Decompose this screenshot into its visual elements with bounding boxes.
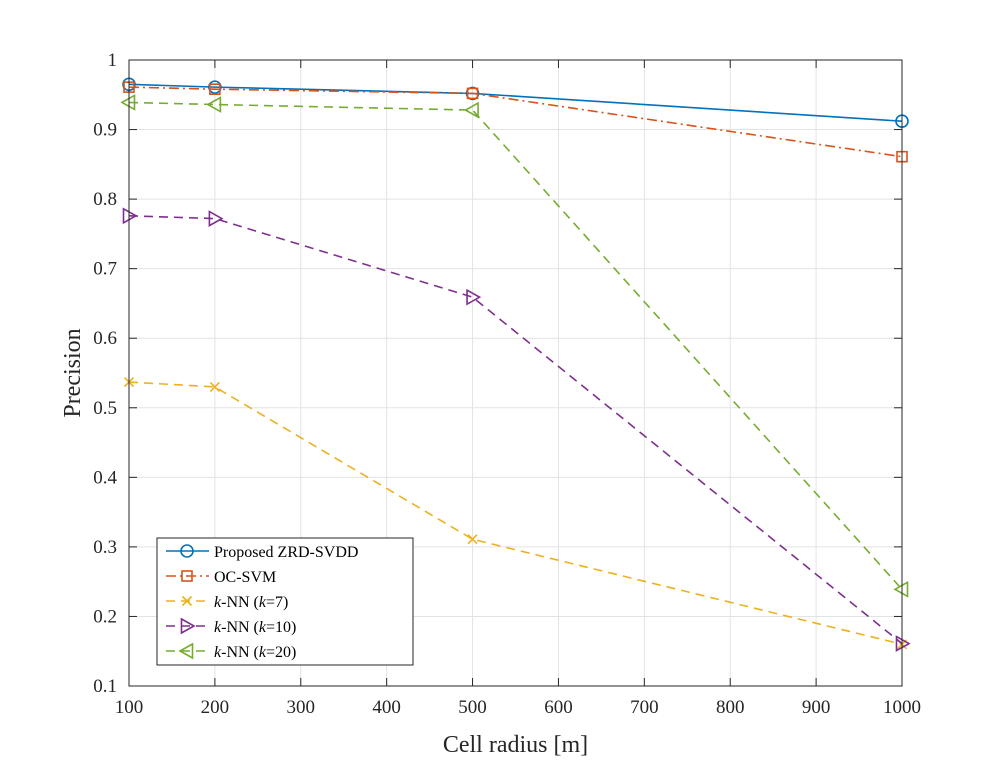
- legend-marker: [180, 617, 196, 635]
- data-point-marker: [209, 83, 221, 96]
- legend-label: Proposed ZRD-SVDD: [214, 544, 358, 561]
- legend-label: k-NN (k=20): [214, 644, 296, 661]
- series-line: [128, 381, 903, 646]
- legend-label-part: -NN (: [221, 594, 259, 611]
- legend-label-part: OC-SVM: [214, 569, 276, 586]
- y-tick-label: 1: [108, 50, 118, 71]
- y-tick-label: 0.9: [93, 120, 117, 141]
- legend-marker: [180, 544, 194, 558]
- legend-label-part: k: [214, 619, 222, 636]
- axes-frame: [128, 59, 903, 687]
- y-tick-label: 0.8: [93, 189, 117, 210]
- data-point-marker: [463, 101, 479, 119]
- legend-label-part: -NN (: [221, 644, 259, 661]
- data-point-marker: [208, 80, 222, 94]
- legend-label-part: k: [259, 619, 267, 636]
- y-tick-label: 0.6: [93, 328, 117, 349]
- x-tick-label: 200: [201, 697, 230, 718]
- legend-entry: k-NN (k=10): [166, 617, 296, 636]
- y-tick-label: 0.1: [93, 676, 117, 697]
- y-tick-label: 0.3: [93, 537, 117, 558]
- grid-lines: [128, 59, 903, 687]
- data-point-marker: [208, 210, 224, 227]
- legend-label: k-NN (k=10): [214, 619, 296, 636]
- x-tick-label: 700: [630, 697, 659, 718]
- series-line: [128, 86, 903, 158]
- data-point-marker: [466, 288, 482, 306]
- legend-label-part: =10): [266, 619, 296, 636]
- y-tick-label: 0.2: [93, 606, 117, 627]
- series-line: [128, 101, 903, 590]
- x-tick-label: 300: [287, 697, 316, 718]
- data-point-marker: [120, 94, 136, 111]
- x-tick-label: 1000: [883, 697, 921, 718]
- data-point-marker: [122, 207, 138, 225]
- legend-label-part: =7): [266, 594, 288, 611]
- data-point-marker: [895, 635, 911, 652]
- legend-entry: OC-SVM: [166, 569, 276, 586]
- legend-marker: [178, 642, 194, 660]
- x-tick-label: 100: [115, 697, 144, 718]
- axis-ticks: 100 200 300 400 500 600 700 800 900 1000 0.1 0.2 0.3…: [93, 50, 921, 718]
- series-line: [128, 83, 903, 123]
- legend-label-part: Proposed ZRD-SVDD: [214, 544, 358, 561]
- x-tick-label: 900: [802, 697, 831, 718]
- legend-label-part: -NN (: [221, 619, 259, 636]
- y-tick-label: 0.5: [93, 398, 117, 419]
- data-point-marker: [206, 96, 222, 113]
- legend-label-part: =20): [266, 644, 296, 661]
- legend-marker: [181, 570, 193, 582]
- legend-label: OC-SVM: [214, 569, 276, 586]
- data-point-marker: [893, 580, 909, 598]
- data-point-marker: [465, 86, 480, 101]
- legend-entry: k-NN (k=20): [166, 642, 296, 661]
- legend-marker: [181, 595, 193, 607]
- x-tick-label: 500: [458, 697, 487, 718]
- legend-label-part: k: [259, 594, 267, 611]
- x-axis-label: Cell radius [m]: [443, 732, 588, 758]
- data-point-marker: [466, 87, 479, 100]
- x-tick-label: 400: [372, 697, 401, 718]
- y-tick-label: 0.4: [93, 467, 117, 488]
- legend-entry: Proposed ZRD-SVDD: [166, 544, 358, 561]
- series-layer: [120, 77, 911, 652]
- series-3: [122, 207, 911, 652]
- y-tick-label: 0.7: [93, 259, 117, 280]
- legend-label-part: k: [214, 644, 222, 661]
- data-point-marker: [209, 381, 220, 392]
- x-tick-label: 600: [544, 697, 573, 718]
- legend-label: k-NN (k=7): [214, 594, 288, 611]
- series-line: [128, 215, 903, 645]
- series-1: [123, 81, 908, 163]
- legend-entry: k-NN (k=7): [166, 594, 288, 611]
- data-point-marker: [467, 534, 478, 545]
- x-tick-label: 800: [716, 697, 745, 718]
- series-4: [120, 94, 909, 598]
- legend-label-part: k: [259, 644, 267, 661]
- legend-label-part: k: [214, 594, 222, 611]
- y-axis-label: Precision: [60, 328, 86, 417]
